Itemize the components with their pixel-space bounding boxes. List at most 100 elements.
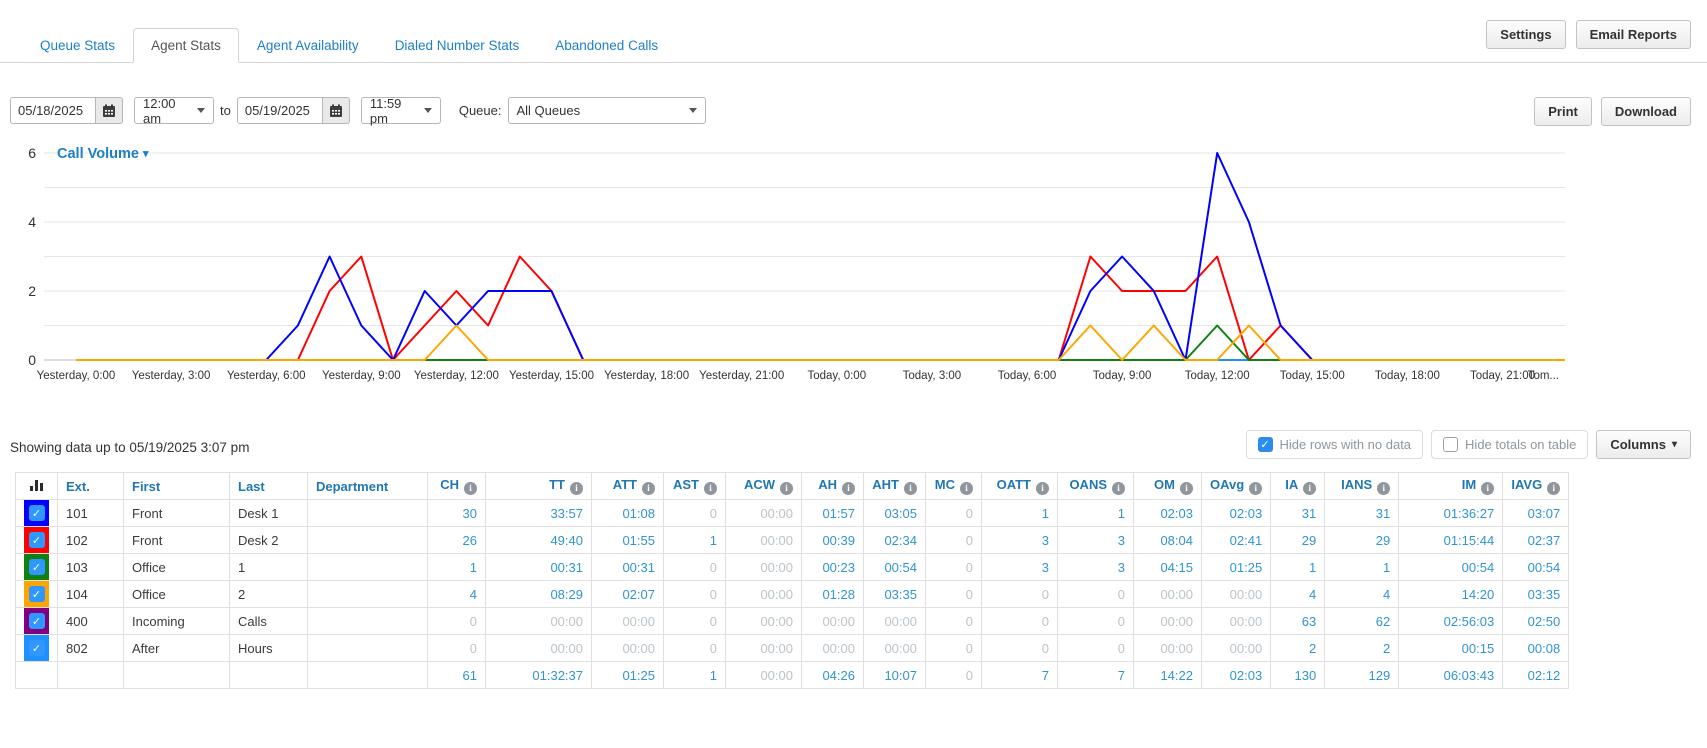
column-header-ch[interactable]: CH i (427, 472, 486, 500)
column-header-ians[interactable]: IANS i (1324, 472, 1400, 500)
queue-label: Queue: (458, 103, 502, 118)
column-header-im[interactable]: IM i (1398, 472, 1504, 500)
cell-tt: 33:57 (485, 499, 592, 527)
svg-text:Yesterday, 6:00: Yesterday, 6:00 (227, 370, 306, 382)
column-header-om[interactable]: OM i (1133, 472, 1202, 500)
column-header-iavg[interactable]: IAVG i (1502, 472, 1570, 500)
info-icon[interactable]: i (780, 482, 793, 495)
queue-select[interactable]: All Queues (507, 97, 706, 124)
column-header-department[interactable]: Department (307, 472, 428, 500)
column-header-ast[interactable]: AST i (663, 472, 726, 500)
info-icon[interactable]: i (960, 482, 973, 495)
info-icon[interactable]: i (1377, 482, 1391, 495)
svg-text:Yesterday, 0:00: Yesterday, 0:00 (37, 370, 116, 382)
chart-column-header (15, 472, 58, 500)
series-color-cell: ✓ (15, 580, 58, 608)
cell-ia: 31 (1270, 499, 1326, 527)
email-reports-button[interactable]: Email Reports (1575, 20, 1691, 49)
info-icon[interactable]: i (642, 482, 655, 495)
checkbox-checked-icon[interactable]: ✓ (1257, 437, 1273, 452)
info-icon[interactable]: i (1249, 482, 1263, 495)
caret-down-icon (423, 108, 432, 113)
total-department (307, 661, 428, 689)
tab-agent-stats[interactable]: Agent Stats (133, 28, 239, 63)
start-date-calendar-button[interactable] (96, 97, 123, 124)
info-icon[interactable]: i (842, 482, 855, 495)
checkbox-unchecked-icon[interactable] (1443, 437, 1459, 452)
column-header-mc[interactable]: MC i (925, 472, 982, 500)
settings-button[interactable]: Settings (1486, 20, 1566, 49)
info-icon[interactable]: i (704, 482, 717, 495)
cell-mc: 0 (925, 607, 982, 635)
row-visibility-checkbox[interactable]: ✓ (28, 559, 45, 575)
cell-tt: 08:29 (485, 580, 592, 608)
series-color-cell: ✓ (15, 634, 58, 662)
columns-button[interactable]: Columns ▾ (1596, 430, 1691, 459)
info-icon[interactable]: i (464, 482, 477, 495)
cell-oavg: 00:00 (1200, 580, 1272, 608)
cell-ah: 00:00 (801, 607, 864, 635)
totals-empty-cell (15, 661, 58, 689)
row-visibility-checkbox[interactable]: ✓ (28, 640, 45, 656)
tab-dialed-number-stats[interactable]: Dialed Number Stats (394, 38, 520, 53)
column-header-att[interactable]: ATT i (591, 472, 664, 500)
column-header-ia[interactable]: IA i (1270, 472, 1326, 500)
table-row-ext-802: ✓ 802 After Hours 0 00:00 00:00 0 00:00 00:00 00:0… (15, 634, 1570, 662)
column-header-tt[interactable]: TT i (485, 472, 592, 500)
column-header-aht[interactable]: AHT i (863, 472, 926, 500)
column-header-oatt[interactable]: OATT i (981, 472, 1058, 500)
column-header-acw[interactable]: ACW i (725, 472, 802, 500)
hide-totals-toggle[interactable]: Hide totals on table (1431, 430, 1589, 459)
cell-oavg: 01:25 (1200, 553, 1272, 581)
svg-text:Today, 0:00: Today, 0:00 (807, 370, 866, 382)
end-date-calendar-button[interactable] (322, 97, 350, 124)
info-icon[interactable]: i (1481, 482, 1495, 495)
cell-ext: 101 (57, 499, 124, 527)
hide-rows-toggle[interactable]: ✓ Hide rows with no data (1245, 430, 1424, 459)
cell-tt: 49:40 (485, 526, 592, 554)
row-visibility-checkbox[interactable]: ✓ (28, 586, 45, 602)
column-header-ext[interactable]: Ext. (57, 472, 124, 500)
cell-ext: 802 (57, 634, 124, 662)
svg-text:Yesterday, 18:00: Yesterday, 18:00 (604, 370, 689, 382)
svg-text:Tom...: Tom... (1528, 370, 1559, 382)
row-visibility-checkbox[interactable]: ✓ (28, 613, 45, 629)
top-buttons: Settings Email Reports (1486, 20, 1691, 49)
info-icon[interactable]: i (1180, 482, 1193, 495)
cell-ia: 4 (1270, 580, 1326, 608)
cell-ext: 103 (57, 553, 124, 581)
download-button[interactable]: Download (1600, 97, 1691, 126)
row-visibility-checkbox[interactable]: ✓ (28, 532, 45, 548)
column-header-last[interactable]: Last (229, 472, 308, 500)
tab-agent-availability[interactable]: Agent Availability (256, 38, 359, 53)
row-visibility-checkbox[interactable]: ✓ (28, 505, 45, 521)
info-icon[interactable]: i (1303, 482, 1317, 495)
info-icon[interactable]: i (1112, 482, 1125, 495)
print-button[interactable]: Print (1534, 97, 1592, 126)
end-date-input[interactable] (236, 97, 323, 124)
tab-abandoned-calls[interactable]: Abandoned Calls (555, 38, 659, 53)
cell-att: 00:00 (591, 634, 664, 662)
info-icon[interactable]: i (1036, 482, 1049, 495)
agent-stats-table: Ext. First Last Department CH i TT i ATT i AST i ACW… (15, 472, 1570, 689)
end-time-select[interactable]: 11:59 pm (360, 96, 441, 126)
table-row-ext-101: ✓ 101 Front Desk 1 30 33:57 01:08 0 00:00 01:57 03… (15, 499, 1570, 527)
chart-metric-dropdown[interactable]: Call Volume ▾ (57, 146, 149, 162)
start-date-input[interactable] (10, 97, 96, 124)
cell-im: 01:36:27 (1398, 499, 1504, 527)
info-icon[interactable]: i (904, 482, 917, 495)
start-time-select[interactable]: 12:00 am (134, 96, 214, 126)
cell-om: 00:00 (1133, 607, 1202, 635)
tab-queue-stats[interactable]: Queue Stats (40, 38, 116, 53)
column-header-oans[interactable]: OANS i (1057, 472, 1134, 500)
cell-om: 04:15 (1133, 553, 1202, 581)
column-header-ah[interactable]: AH i (801, 472, 864, 500)
column-header-oavg[interactable]: OAvg i (1200, 472, 1272, 500)
cell-tt: 00:00 (485, 607, 592, 635)
info-icon[interactable]: i (1547, 482, 1561, 495)
column-header-first[interactable]: First (123, 472, 230, 500)
info-icon[interactable]: i (570, 482, 583, 495)
cell-ia: 29 (1270, 526, 1326, 554)
cell-ch: 30 (427, 499, 486, 527)
cell-oatt: 0 (981, 634, 1058, 662)
